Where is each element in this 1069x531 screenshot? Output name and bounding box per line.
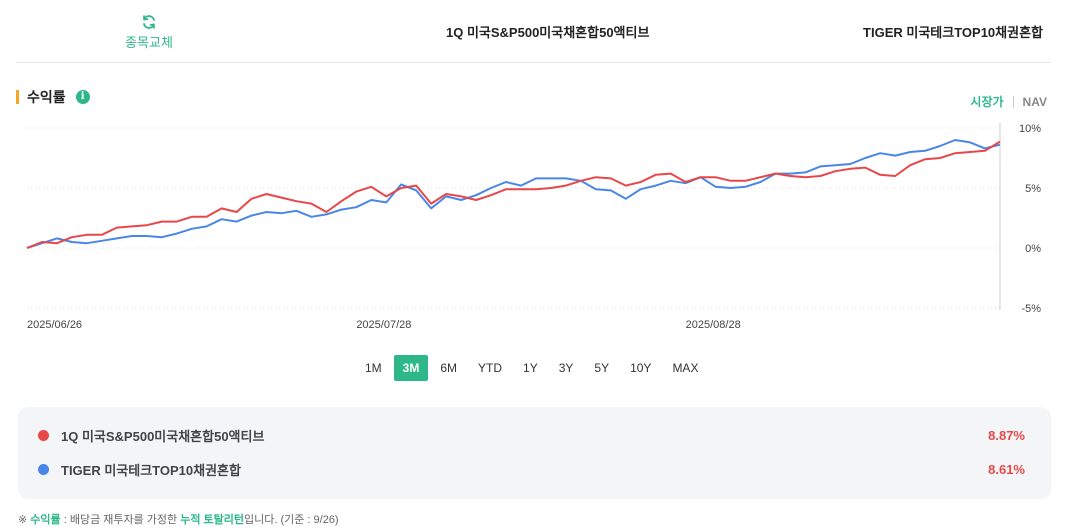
legend-panel: 1Q 미국S&P500미국채혼합50액티브 8.87% TIGER 미국테크TO… xyxy=(18,407,1051,499)
x-axis-ticks: 2025/06/26 2025/07/28 2025/08/28 xyxy=(27,319,741,331)
info-icon[interactable]: i xyxy=(75,90,90,104)
footnote: ※ 수익률 : 배당금 재투자를 가정한 누적 토탈리턴입니다. (기준 : 9… xyxy=(18,511,339,527)
toggle-market-price[interactable]: 시장가 xyxy=(970,95,1004,109)
legend-row-a: 1Q 미국S&P500미국채혼합50액티브 8.87% xyxy=(38,425,1025,445)
x-tick-label: 2025/06/26 xyxy=(27,319,82,331)
y-tick-label: 5% xyxy=(1025,183,1041,195)
fund-b-title: TIGER 미국테크TOP10채권혼합 xyxy=(863,25,1043,40)
footnote-text: : 배당금 재투자를 가정한 xyxy=(60,514,181,526)
legend-dot-b xyxy=(38,463,49,475)
y-tick-label: 0% xyxy=(1025,243,1041,255)
section-marker xyxy=(16,90,19,104)
period-button-3y[interactable]: 3Y xyxy=(558,361,574,375)
period-button-1y[interactable]: 1Y xyxy=(523,361,538,375)
chart-grid xyxy=(27,123,1001,310)
fund-compare-header: 종목교체 1Q 미국S&P500미국채혼합50액티브 TIGER 미국테크TOP… xyxy=(16,0,1051,63)
chart-series xyxy=(26,139,1001,249)
footnote-term: 수익률 xyxy=(30,514,61,526)
return-line-chart: 10% 5% 0% -5% 2025/06/26 2025/07/28 2025/08/2… xyxy=(26,123,1041,331)
return-title-text: 수익률 xyxy=(27,89,66,105)
x-tick-label: 2025/08/28 xyxy=(686,319,741,331)
legend-row-b: TIGER 미국테크TOP10채권혼합 8.61% xyxy=(38,459,1025,479)
legend-dot-a xyxy=(38,429,49,441)
toggle-divider xyxy=(1012,95,1014,108)
y-axis-ticks: 10% 5% 0% -5% xyxy=(1019,123,1041,315)
footnote-highlight: 누적 토탈리턴 xyxy=(180,514,244,526)
period-button-6m[interactable]: 6M xyxy=(440,361,458,375)
series-line-1q-sp500 xyxy=(26,140,1001,249)
refresh-icon xyxy=(143,15,155,29)
swap-fund-button[interactable]: 종목교체 xyxy=(104,14,194,51)
legend-name-a: 1Q 미국S&P500미국채혼합50액티브 xyxy=(61,428,265,444)
period-button-1m[interactable]: 1M xyxy=(365,361,382,375)
swap-fund-label: 종목교체 xyxy=(125,35,173,50)
x-tick-label: 2025/07/28 xyxy=(356,319,411,331)
period-selector: 1M 3M 6M YTD 1Y 3Y 5Y 10Y MAX xyxy=(356,355,710,381)
footnote-mark: ※ xyxy=(18,514,28,526)
period-button-5y[interactable]: 5Y xyxy=(594,361,610,375)
return-section-title: 수익률 i xyxy=(16,88,90,106)
series-line-tiger-tech xyxy=(26,139,1001,249)
fund-a-title: 1Q 미국S&P500미국채혼합50액티브 xyxy=(446,25,650,40)
period-button-3m[interactable]: 3M xyxy=(393,355,429,381)
legend-value-b: 8.61% xyxy=(988,461,1025,477)
period-button-ytd[interactable]: YTD xyxy=(478,361,503,375)
legend-value-a: 8.87% xyxy=(988,427,1025,443)
price-type-toggle: 시장가 NAV xyxy=(970,93,1047,110)
footnote-tail: 입니다. (기준 : 9/26) xyxy=(243,514,339,526)
toggle-nav[interactable]: NAV xyxy=(1022,94,1047,109)
period-button-max[interactable]: MAX xyxy=(672,361,699,375)
y-tick-label: -5% xyxy=(1021,303,1041,315)
legend-name-b: TIGER 미국테크TOP10채권혼합 xyxy=(61,462,241,478)
period-button-10y[interactable]: 10Y xyxy=(630,361,652,375)
y-tick-label: 10% xyxy=(1019,123,1041,135)
